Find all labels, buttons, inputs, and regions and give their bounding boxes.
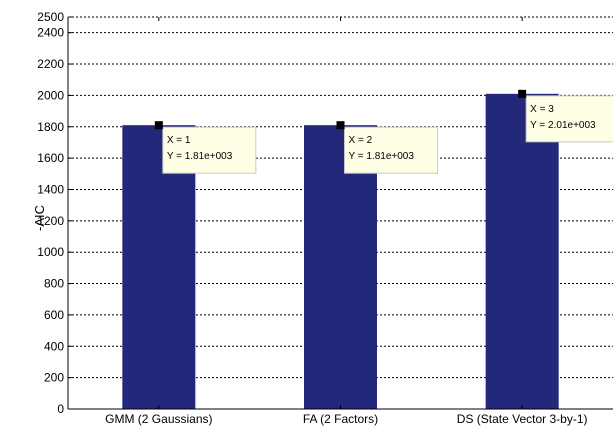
y-tick-label: 400 [44,339,64,353]
y-tick-label: 0 [57,402,64,416]
y-tick-label: 2500 [37,10,64,24]
data-tip-marker [518,89,527,98]
y-tick-label: 1400 [37,182,64,196]
y-tick-label: 800 [44,277,64,291]
y-axis-label: -AIC [32,205,47,231]
axes [67,16,613,410]
y-tick-label: 2200 [37,57,64,71]
y-tick-labels: 0 200 400 600 800 1000 1200 1400 1600 1800 2000 220… [37,10,64,416]
data-tip: X = 1 Y = 1.81e+003 [154,121,257,174]
x-tick-label: GMM (2 Gaussians) [105,412,212,426]
y-tick-label: 1800 [37,120,64,134]
data-tip-marker [336,121,345,130]
x-tick-label: FA (2 Factors) [303,412,378,426]
data-tip-box [344,126,438,174]
data-tip-x: X = 3 [530,104,554,115]
bars [122,93,559,409]
data-tip-x: X = 2 [349,135,373,146]
y-tick-label: 1200 [37,214,64,228]
x-tick-label: DS (State Vector 3-by-1) [457,412,588,426]
y-tick-label: 200 [44,371,64,385]
data-tip: X = 3 Y = 2.01e+003 [518,89,613,143]
data-tip-y: Y = 2.01e+003 [530,120,596,131]
bar [485,93,559,409]
data-tip-x: X = 1 [167,135,191,146]
data-tip-box [162,126,257,174]
data-tip-box [525,95,613,143]
data-tip-y: Y = 1.81e+003 [167,151,233,162]
y-tick-label: 2000 [37,88,64,102]
data-tip-y: Y = 1.81e+003 [349,151,415,162]
y-tick-label: 1000 [37,245,64,259]
x-tick-labels: GMM (2 Gaussians) FA (2 Factors) DS (State… [105,412,587,426]
data-tip: X = 2 Y = 1.81e+003 [336,121,438,174]
data-tip-marker [154,121,163,130]
y-tick-label: 1600 [37,151,64,165]
y-tick-label: 2400 [37,26,64,40]
y-tick-label: 600 [44,308,64,322]
